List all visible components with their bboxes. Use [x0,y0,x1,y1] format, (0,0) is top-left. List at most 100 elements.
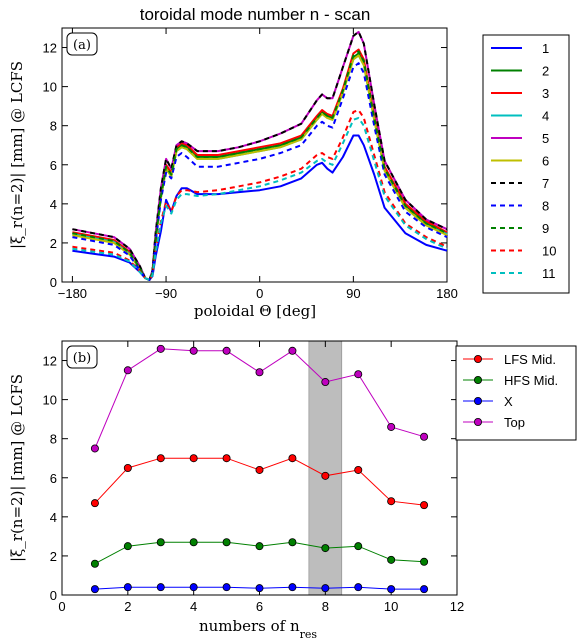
x-tick-label-b: 6 [256,599,263,614]
series-line-LFS Mid. [94,457,425,506]
series-line-5 [72,30,448,281]
legend-swatch-marker [473,417,482,426]
panel-b: 0 2 4 6 8 10 12 0 2 4 6 8 10 12 (b) numbers of nres |… [8,340,577,640]
svg-text:(b): (b) [73,351,91,366]
data-point [222,583,231,592]
series-line-1 [72,134,448,281]
data-point [189,454,198,463]
data-point [189,346,198,355]
x-tick-label-a: −90 [155,286,177,301]
ticks-b: 0 2 4 6 8 10 12 0 2 4 6 8 10 12 [43,341,464,614]
data-point [189,583,198,592]
legend-label-5: 5 [542,131,549,146]
data-point [321,471,330,480]
data-point [156,583,165,592]
x-tick-label-b: 8 [322,599,329,614]
data-point [123,463,132,472]
data-point [420,501,429,510]
data-point [90,585,99,594]
ticks-a: −180 −90 0 90 180 0 2 4 6 8 10 12 [43,28,458,301]
data-point [156,454,165,463]
series-line-9 [72,50,448,281]
x-tick-label-a: 90 [346,286,360,301]
y-tick-label-b: 10 [43,393,57,408]
data-point [90,444,99,453]
legend-a: 1 2 3 4 5 6 7 8 9 10 11 [482,34,570,294]
x-tick-label-b: 0 [58,599,65,614]
data-point [156,344,165,353]
data-point [288,454,297,463]
svg-text:(a): (a) [73,38,91,53]
series-line-3 [72,48,448,281]
y-tick-label-a: 2 [50,236,57,251]
legend-label: Top [504,415,525,430]
legend-b: LFS Mid. HFS Mid. X Top [455,345,577,441]
data-point [156,538,165,547]
data-point [354,465,363,474]
legend-label-6: 6 [542,154,549,169]
series-line-Top [94,348,425,449]
data-point [123,583,132,592]
y-tick-label-a: 0 [50,275,57,290]
data-point [288,346,297,355]
series-lines-b [90,344,429,594]
series-line-7 [72,30,448,281]
legend-label: LFS Mid. [504,352,556,367]
legend-label: HFS Mid. [504,373,558,388]
panel-a: toroidal mode number n - scan −180 −90 0 90… [8,5,570,320]
data-point [354,542,363,551]
legend-label-4: 4 [542,109,549,124]
chart-title: toroidal mode number n - scan [140,5,371,24]
legend-label-11: 11 [542,266,556,281]
data-point [222,538,231,547]
legend-swatch-marker [473,396,482,405]
data-point [387,497,396,506]
data-point [321,544,330,553]
data-point [189,538,198,547]
data-point [420,557,429,566]
x-tick-label-b: 12 [450,599,464,614]
data-point [222,454,231,463]
y-tick-label-b: 0 [50,588,57,603]
x-tick-label-b: 2 [124,599,131,614]
y-tick-label-a: 12 [43,41,57,56]
data-point [420,432,429,441]
series-lines-a [72,30,448,281]
data-point [354,583,363,592]
y-tick-label-b: 4 [50,510,57,525]
legend-label-2: 2 [542,64,549,79]
x-axis-label-b: numbers of nres [199,617,317,640]
y-tick-label-b: 12 [43,354,57,369]
y-tick-label-a: 4 [50,197,57,212]
y-tick-label-a: 6 [50,158,57,173]
data-point [354,370,363,379]
legend-label-7: 7 [542,176,549,191]
y-axis-label-a: |ξ_r(n=2)| [mm] @ LCFS [8,61,26,249]
legend-label-8: 8 [542,199,549,214]
series-line-11 [72,116,448,281]
data-point [387,422,396,431]
data-point [123,366,132,375]
series-line-2 [72,52,448,281]
data-point [321,584,330,593]
x-tick-label-b: 10 [384,599,398,614]
legend-swatch-marker [473,354,482,363]
y-tick-label-b: 8 [50,432,57,447]
data-point [123,542,132,551]
data-point [387,555,396,564]
y-tick-label-b: 2 [50,549,57,564]
legend-label-1: 1 [542,41,549,56]
y-axis-label-b: |ξ_r(n=2)| [mm] @ LCFS [8,374,26,562]
data-point [90,499,99,508]
x-tick-label-b: 4 [190,599,197,614]
y-tick-label-b: 6 [50,471,57,486]
legend-label-10: 10 [542,244,556,259]
data-point [255,584,264,593]
legend-label: X [504,394,513,409]
plot-frame-a [61,27,448,283]
panel-label-a: (a) [66,32,98,56]
data-point [288,583,297,592]
data-point [420,585,429,594]
series-line-6 [72,54,448,281]
legend-label-9: 9 [542,221,549,236]
